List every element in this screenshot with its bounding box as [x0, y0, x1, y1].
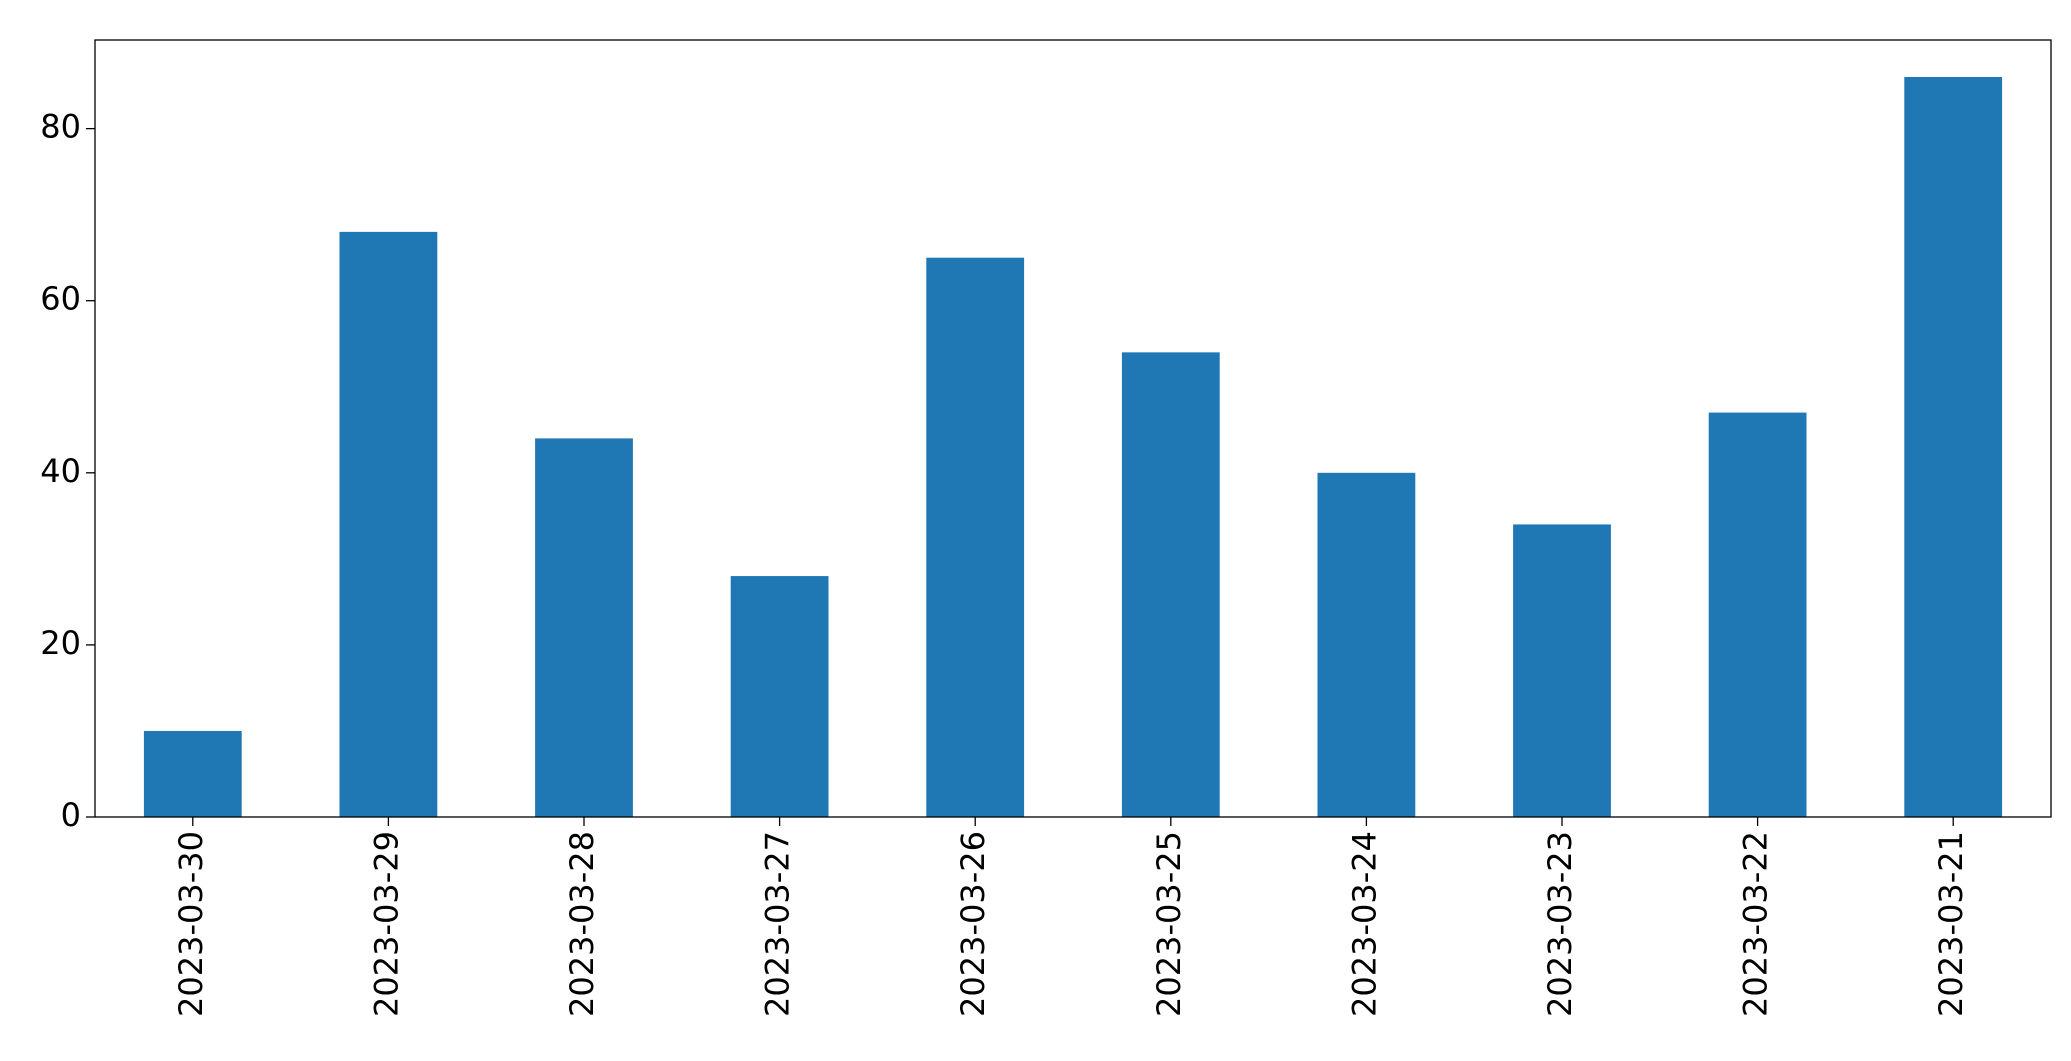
y-tick-label: 0 — [61, 796, 81, 834]
x-tick-label: 2023-03-22 — [1737, 831, 1775, 1017]
bar — [143, 730, 242, 817]
x-tick-label: 2023-03-25 — [1150, 831, 1188, 1017]
bar — [1904, 77, 2003, 817]
bar — [535, 438, 633, 817]
x-tick-label: 2023-03-29 — [367, 831, 405, 1017]
x-tick-label: 2023-03-24 — [1345, 831, 1383, 1017]
x-tick-label: 2023-03-21 — [1932, 831, 1970, 1017]
y-tick-label: 80 — [40, 108, 81, 146]
y-tick-label: 20 — [40, 624, 81, 662]
x-tick-label: 2023-03-28 — [563, 831, 601, 1017]
bar — [1513, 524, 1611, 817]
bar — [1708, 412, 1807, 817]
y-tick-label: 40 — [40, 452, 81, 490]
x-tick-label: 2023-03-23 — [1541, 831, 1579, 1017]
x-tick-label: 2023-03-27 — [759, 831, 797, 1017]
bar — [1317, 472, 1416, 817]
x-tick-label: 2023-03-30 — [172, 831, 210, 1017]
y-tick-label: 60 — [40, 280, 81, 318]
bar — [926, 257, 1025, 818]
bar — [1121, 352, 1220, 817]
bar — [339, 231, 438, 817]
bar — [730, 576, 829, 817]
axes-frame — [94, 39, 2052, 818]
x-tick-label: 2023-03-26 — [954, 831, 992, 1017]
